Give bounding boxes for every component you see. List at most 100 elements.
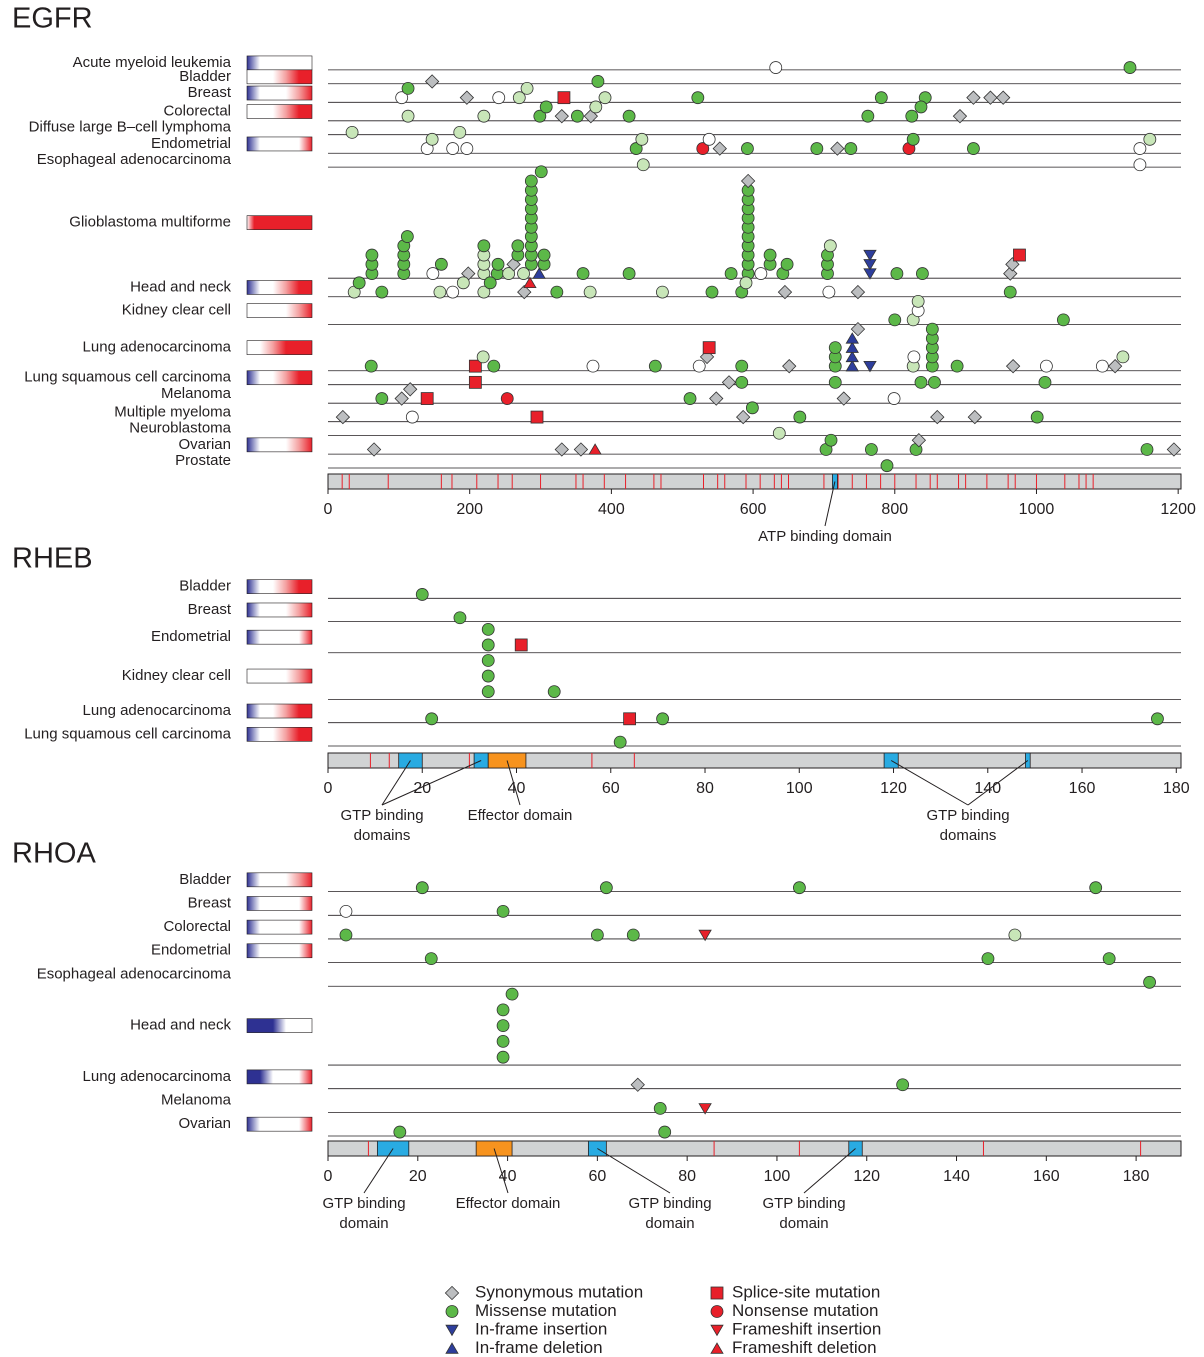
mutation-marker: [512, 91, 526, 105]
mutation-marker: [692, 359, 706, 373]
mutation-marker: [365, 248, 379, 262]
mutation-marker: [547, 685, 561, 698]
mutation-marker: [1140, 443, 1154, 456]
mutation-marker: [487, 359, 501, 373]
mutation-marker: [1143, 132, 1157, 146]
expression-bar: [246, 370, 313, 386]
mutation-marker: [523, 276, 537, 289]
mutation-marker: [845, 359, 859, 372]
mutation-marker: [506, 257, 521, 272]
track-label: Multiple myeloma: [114, 403, 231, 420]
mutation-marker: [557, 91, 571, 105]
mutation-marker: [735, 375, 749, 389]
mutation-marker: [822, 285, 836, 299]
legend-marker: [710, 1305, 724, 1318]
track-label: Lung adenocarcinoma: [83, 339, 232, 356]
track-label: Ovarian: [178, 1115, 231, 1132]
x-tick-label: 0: [324, 1168, 333, 1185]
mutation-marker: [491, 257, 505, 271]
mutation-marker: [539, 100, 553, 114]
mutation-marker: [524, 174, 538, 188]
mutation-marker: [589, 100, 603, 114]
x-tick-label: 20: [413, 780, 431, 797]
x-tick-label: 80: [678, 1168, 696, 1185]
track-label: Glioblastoma multiforme: [69, 214, 231, 231]
mutation-marker: [492, 91, 506, 105]
mutation-marker: [887, 392, 901, 405]
mutation-marker: [1008, 928, 1022, 942]
x-tick-label: 1000: [1019, 501, 1055, 518]
domain: [475, 1140, 513, 1157]
mutation-marker: [911, 433, 927, 448]
mutation-marker: [591, 75, 605, 88]
annotation-leader: [824, 481, 836, 527]
expression-bar: [246, 919, 313, 935]
mutation-marker: [739, 276, 753, 290]
mutation-marker: [981, 952, 995, 966]
mutation-marker: [375, 285, 389, 299]
mutation-marker: [844, 142, 858, 155]
track-label: Endometrial: [151, 942, 231, 959]
track-label: Endometrial: [151, 628, 231, 645]
expression-bar: [246, 1018, 313, 1033]
mutation-marker: [655, 285, 669, 299]
expression-bar: [246, 602, 313, 618]
mutation-marker: [930, 409, 945, 425]
annotation-label: GTP binding domain: [322, 1195, 406, 1232]
mutation-marker: [830, 141, 845, 156]
track-label: Esophageal adenocarcinoma: [37, 965, 232, 982]
x-tick-label: 60: [602, 780, 620, 797]
mutation-marker: [890, 267, 904, 280]
track-label: Lung squamous cell carcinoma: [24, 725, 231, 742]
expression-bar: [246, 668, 313, 684]
mutation-marker: [425, 132, 439, 146]
mutation-marker: [420, 392, 434, 405]
track-label: Bladder: [179, 68, 231, 85]
annotation-label: GTP binding domains: [340, 807, 424, 844]
expression-bar: [246, 55, 313, 71]
mutation-marker: [782, 358, 797, 374]
mutation-marker: [394, 391, 409, 406]
x-tick-label: 120: [880, 780, 907, 797]
mutation-marker: [481, 654, 495, 667]
mutation-marker: [691, 91, 705, 105]
mutation-marker: [741, 142, 754, 155]
legend-marker: [710, 1324, 724, 1337]
legend-label: In-frame insertion: [475, 1319, 607, 1338]
x-tick-label: 40: [508, 780, 526, 797]
mutation-marker: [777, 284, 793, 300]
mutation-marker: [845, 332, 859, 344]
mutation-marker: [520, 82, 534, 95]
mutation-marker: [648, 359, 662, 373]
mutation-marker: [511, 239, 525, 253]
mutation-marker: [514, 638, 528, 652]
mutation-marker: [533, 109, 547, 123]
mutation-marker: [702, 341, 716, 355]
mutation-marker: [823, 239, 837, 253]
mutation-marker: [780, 257, 794, 271]
mutation-marker: [424, 74, 440, 89]
annotation-label: GTP binding domain: [762, 1195, 846, 1232]
mutation-marker: [517, 267, 530, 280]
mutation-marker: [967, 142, 980, 155]
x-tick-label: 80: [696, 780, 714, 797]
mutation-marker: [763, 248, 777, 262]
mutation-marker: [1003, 266, 1018, 281]
panel-title: EGFR: [12, 3, 93, 35]
legend-label: In-frame deletion: [475, 1338, 603, 1357]
mutation-marker: [1039, 359, 1053, 373]
mutation-marker: [364, 359, 378, 373]
mutation-marker: [769, 61, 783, 74]
track-label: Diffuse large B–cell lymphoma: [29, 119, 232, 136]
mutation-marker: [468, 359, 482, 373]
annotation-label: ATP binding domain: [758, 528, 892, 545]
annotation-label: GTP binding domain: [628, 1195, 712, 1232]
mutation-marker: [477, 285, 491, 299]
mutation-marker: [530, 410, 544, 424]
mutation-marker: [861, 109, 875, 123]
mutation-marker: [456, 276, 470, 290]
mutation-marker: [1143, 975, 1156, 989]
track-label: Bladder: [179, 578, 231, 595]
mutation-marker: [810, 142, 824, 155]
